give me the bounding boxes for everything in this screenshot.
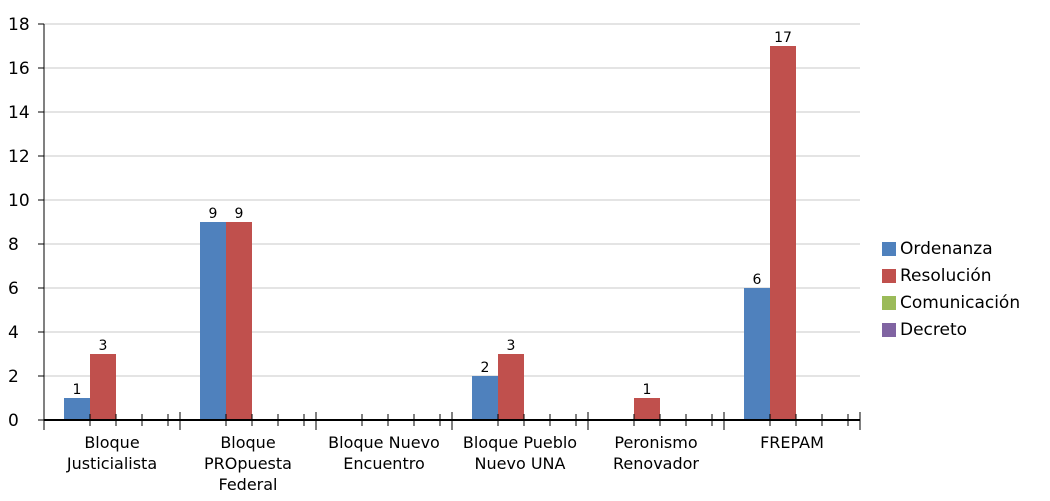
- x-tick-label-4: Peronismo Renovador: [613, 433, 699, 473]
- y-tick-label-14: 14: [8, 103, 30, 123]
- bar-ordenanza-1: [200, 222, 226, 420]
- data-label-resolución-3: 3: [507, 338, 516, 354]
- y-tick-label-16: 16: [8, 59, 30, 79]
- legend-label-resolucion: Resolución: [900, 265, 992, 286]
- legend-swatch-resolucion: [882, 268, 896, 283]
- data-label-resolución-5: 17: [774, 30, 792, 46]
- bar-resolución-1: [226, 222, 252, 420]
- data-label-resolución-0: 3: [99, 338, 108, 354]
- legend-swatch-ordenanza: [882, 241, 896, 256]
- y-tick-label-0: 0: [8, 411, 19, 431]
- legend-item-ordenanza: Ordenanza: [882, 235, 1020, 262]
- x-tick-label-1: Bloque PROpuesta Federal: [204, 433, 292, 494]
- bar-resolución-3: [498, 354, 524, 420]
- y-tick-label-2: 2: [8, 367, 19, 387]
- legend-label-comunicacion: Comunicación: [900, 292, 1021, 313]
- legend-label-ordenanza: Ordenanza: [900, 238, 993, 259]
- bar-resolución-5: [770, 46, 796, 420]
- bar-resolución-4: [634, 398, 660, 420]
- bar-resolución-0: [90, 354, 116, 420]
- legend-item-comunicacion: Comunicación: [882, 289, 1020, 316]
- x-tick-label-0: Bloque Justicialista: [66, 433, 157, 473]
- x-tick-label-2: Bloque Nuevo Encuentro: [328, 433, 440, 473]
- x-tick-label-5: FREPAM: [760, 433, 824, 452]
- data-label-resolución-4: 1: [643, 382, 652, 398]
- data-label-ordenanza-0: 1: [73, 382, 82, 398]
- y-tick-label-6: 6: [8, 279, 19, 299]
- legend-item-decreto: Decreto: [882, 316, 1020, 343]
- y-tick-label-8: 8: [8, 235, 19, 255]
- legend: Ordenanza Resolución Comunicación Decret…: [882, 235, 1020, 343]
- bar-ordenanza-0: [64, 398, 90, 420]
- legend-swatch-comunicacion: [882, 295, 896, 310]
- legend-swatch-decreto: [882, 322, 896, 337]
- legend-label-decreto: Decreto: [900, 319, 968, 340]
- data-label-ordenanza-5: 6: [753, 272, 762, 288]
- y-tick-label-10: 10: [8, 191, 30, 211]
- legend-item-resolucion: Resolución: [882, 262, 1020, 289]
- y-tick-label-12: 12: [8, 147, 30, 167]
- data-label-ordenanza-1: 9: [209, 206, 218, 222]
- bar-ordenanza-5: [744, 288, 770, 420]
- data-label-ordenanza-3: 2: [481, 360, 490, 376]
- data-label-resolución-1: 9: [235, 206, 244, 222]
- bar-ordenanza-3: [472, 376, 498, 420]
- y-tick-label-4: 4: [8, 323, 19, 343]
- x-tick-label-3: Bloque Pueblo Nuevo UNA: [463, 433, 577, 473]
- y-tick-label-18: 18: [8, 15, 30, 35]
